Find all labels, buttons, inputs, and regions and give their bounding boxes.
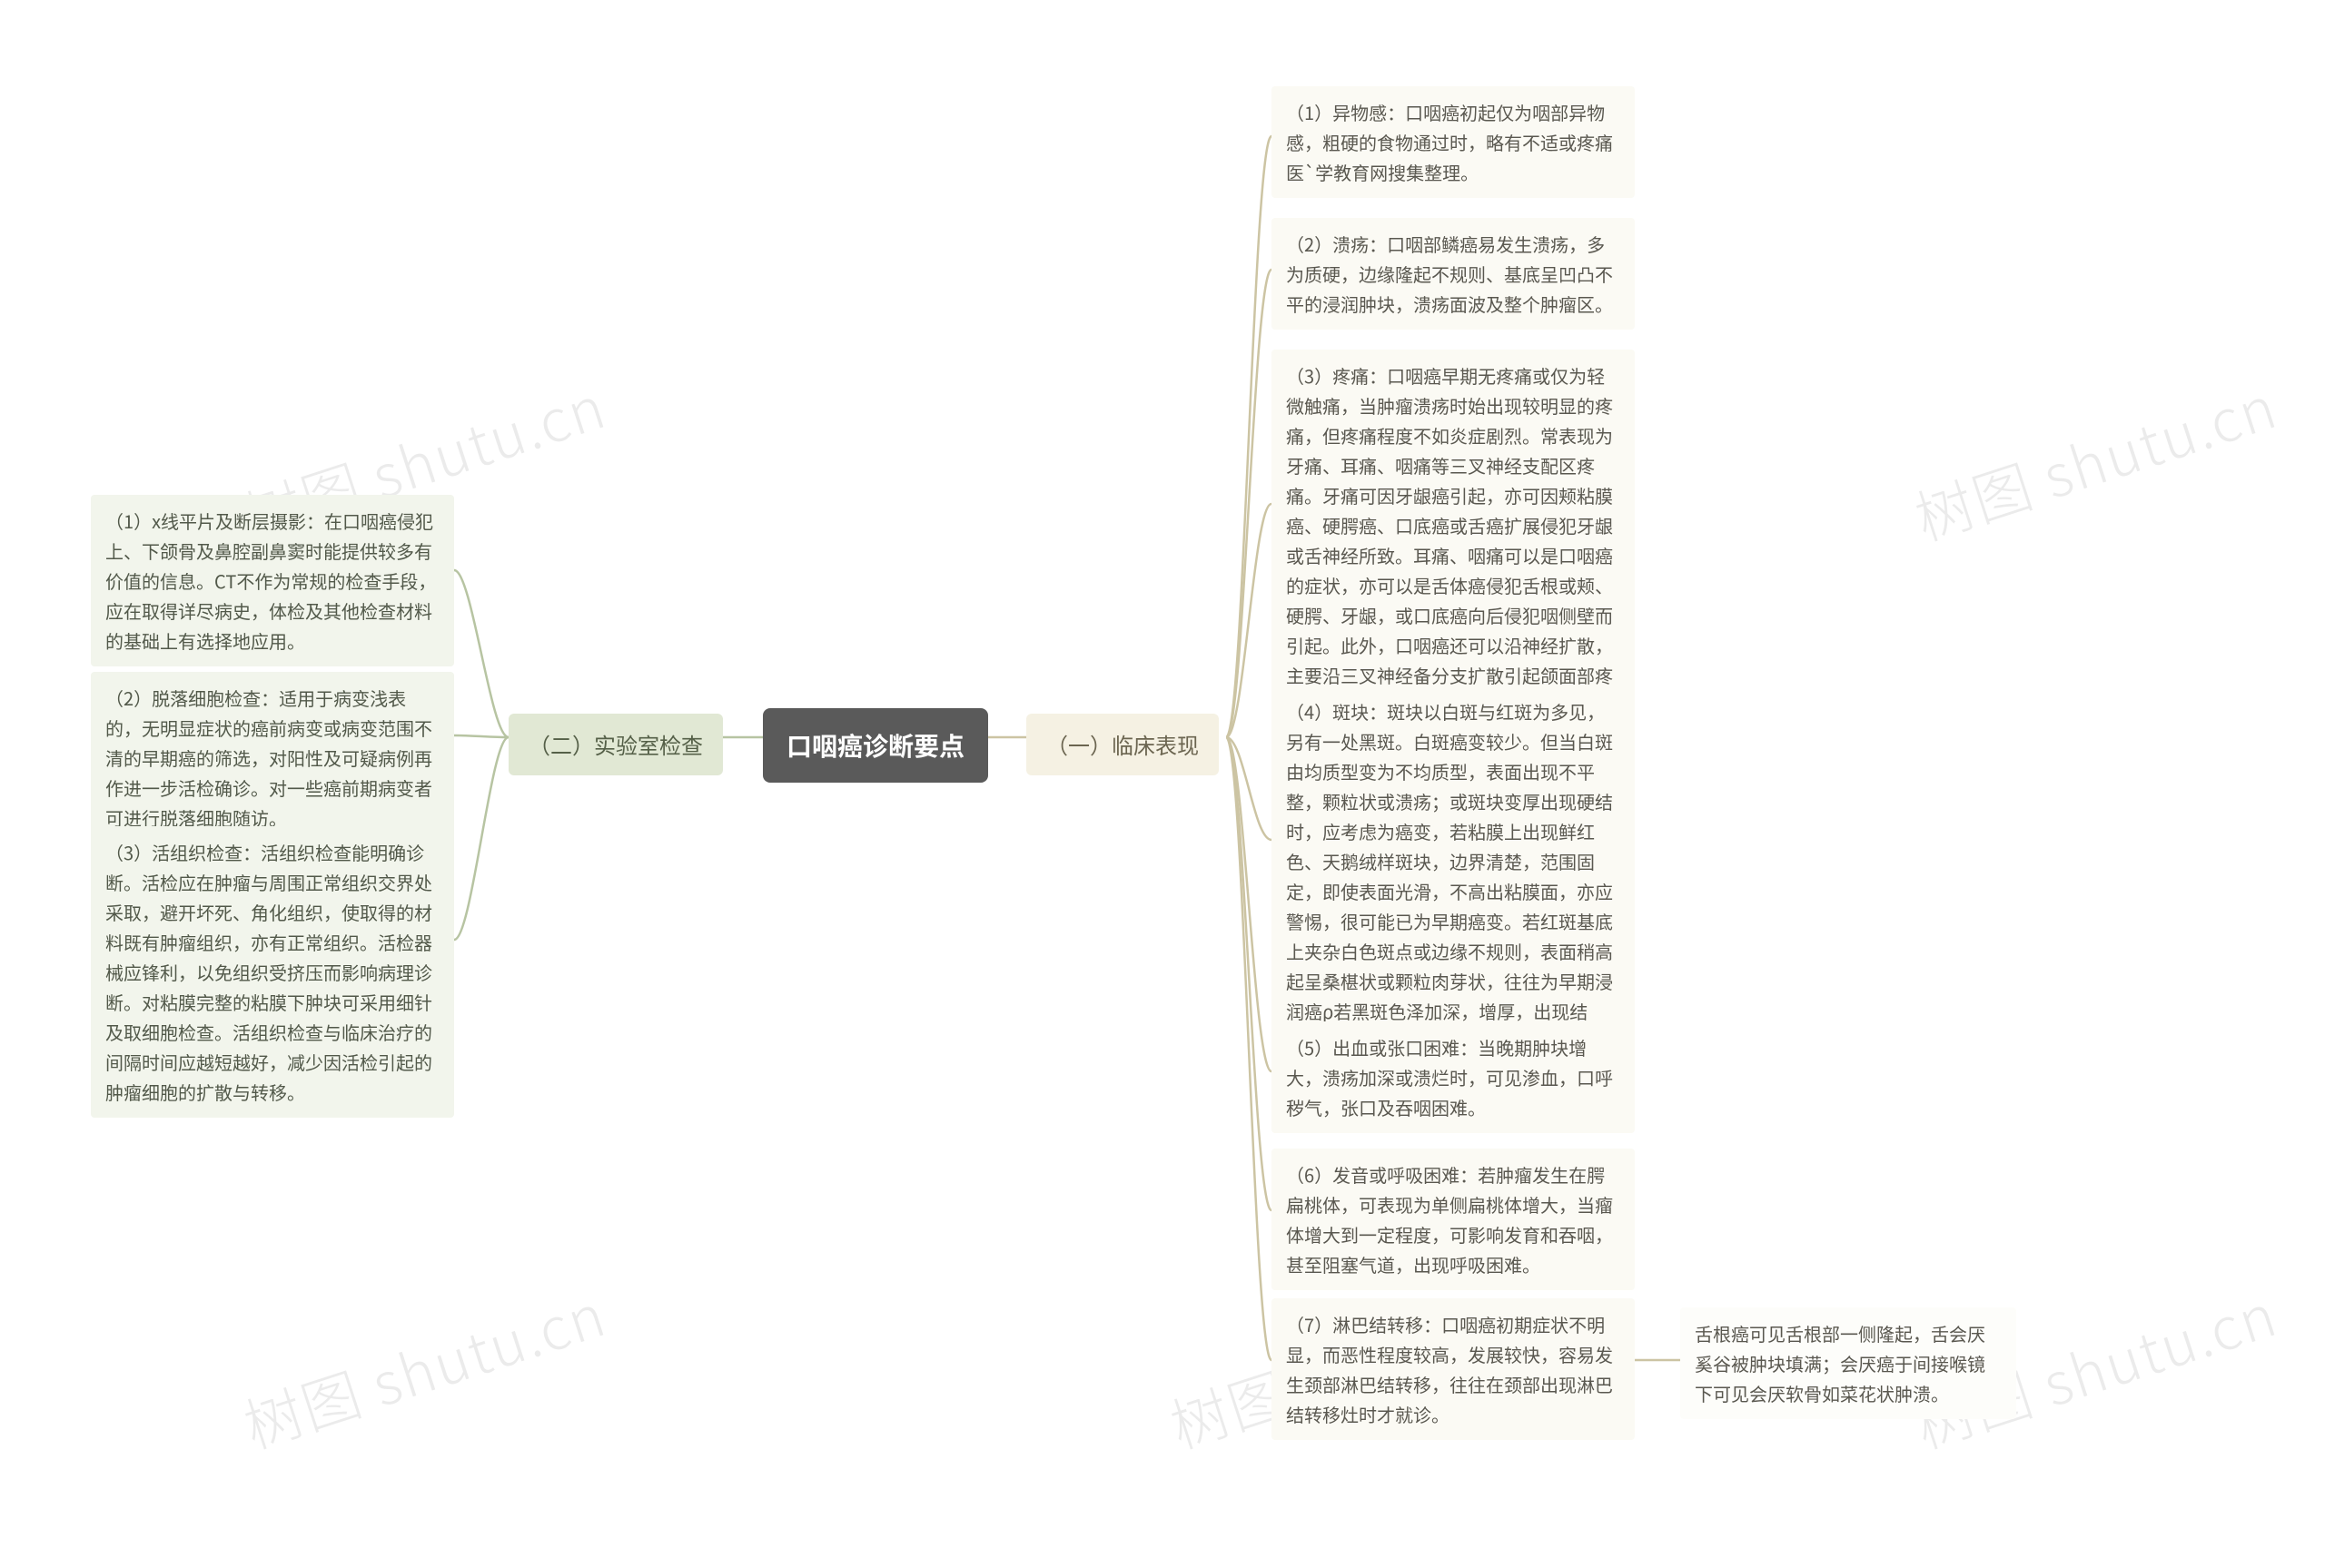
watermark: 树图 shutu.cn — [232, 1269, 616, 1464]
leaf-clinical-6[interactable]: （6）发音或呼吸困难：若肿瘤发生在腭扁桃体，可表现为单侧扁桃体增大，当瘤体增大到… — [1271, 1149, 1635, 1290]
leaf-lab-1[interactable]: （1）x线平片及断层摄影：在口咽癌侵犯上、下颌骨及鼻腔副鼻窦时能提供较多有价值的… — [91, 495, 454, 666]
branch-label: （二）实验室检查 — [529, 728, 703, 760]
leaf-text: （3）活组织检查：活组织检查能明确诊断。活检应在肿瘤与周围正常组织交界处采取，避… — [105, 839, 432, 1105]
leaf-text: （4）斑块：斑块以白斑与红斑为多见，另有一处黑斑。白斑癌变较少。但当白斑由均质型… — [1286, 698, 1613, 1054]
leaf-text: （7）淋巴结转移：口咽癌初期症状不明显，而恶性程度较高，发展较快，容易发生颈部淋… — [1286, 1311, 1613, 1427]
leaf-text: （5）出血或张口困难：当晚期肿块增大，溃疡加深或溃烂时，可见渗血，口呼秽气，张口… — [1286, 1034, 1613, 1120]
branch-clinical[interactable]: （一）临床表现 — [1026, 714, 1219, 775]
leaf-clinical-4[interactable]: （4）斑块：斑块以白斑与红斑为多见，另有一处黑斑。白斑癌变较少。但当白斑由均质型… — [1271, 685, 1635, 1067]
leaf-text: （6）发音或呼吸困难：若肿瘤发生在腭扁桃体，可表现为单侧扁桃体增大，当瘤体增大到… — [1286, 1161, 1613, 1277]
leaf-clinical-1[interactable]: （1）异物感：口咽癌初起仅为咽部异物感，粗硬的食物通过时，略有不适或疼痛医`学教… — [1271, 86, 1635, 198]
leaf-clinical-7[interactable]: （7）淋巴结转移：口咽癌初期症状不明显，而恶性程度较高，发展较快，容易发生颈部淋… — [1271, 1298, 1635, 1440]
leaf-lab-2[interactable]: （2）脱落细胞检查：适用于病变浅表的，无明显症状的癌前病变或病变范围不清的早期癌… — [91, 672, 454, 843]
leaf-clinical-2[interactable]: （2）溃疡：口咽部鳞癌易发生溃疡，多为质硬，边缘隆起不规则、基底呈凹凸不平的浸润… — [1271, 218, 1635, 330]
leaf-text: （2）脱落细胞检查：适用于病变浅表的，无明显症状的癌前病变或病变范围不清的早期癌… — [105, 685, 432, 831]
leaf-text: 舌根癌可见舌根部一侧隆起，舌会厌奚谷被肿块填满；会厌癌于间接喉镜下可见会厌软骨如… — [1695, 1320, 1985, 1406]
leaf-clinical-7-sub[interactable]: 舌根癌可见舌根部一侧隆起，舌会厌奚谷被肿块填满；会厌癌于间接喉镜下可见会厌软骨如… — [1680, 1307, 2016, 1419]
leaf-clinical-5[interactable]: （5）出血或张口困难：当晚期肿块增大，溃疡加深或溃烂时，可见渗血，口呼秽气，张口… — [1271, 1021, 1635, 1133]
mindmap-root[interactable]: 口咽癌诊断要点 — [763, 708, 988, 783]
leaf-text: （2）溃疡：口咽部鳞癌易发生溃疡，多为质硬，边缘隆起不规则、基底呈凹凸不平的浸润… — [1286, 231, 1613, 317]
leaf-lab-3[interactable]: （3）活组织检查：活组织检查能明确诊断。活检应在肿瘤与周围正常组织交界处采取，避… — [91, 826, 454, 1118]
leaf-text: （1）x线平片及断层摄影：在口咽癌侵犯上、下颌骨及鼻腔副鼻窦时能提供较多有价值的… — [105, 508, 436, 654]
watermark: 树图 shutu.cn — [1904, 361, 2287, 557]
branch-lab[interactable]: （二）实验室检查 — [509, 714, 723, 775]
root-label: 口咽癌诊断要点 — [787, 727, 965, 764]
leaf-text: （1）异物感：口咽癌初起仅为咽部异物感，粗硬的食物通过时，略有不适或疼痛医`学教… — [1286, 99, 1613, 185]
branch-label: （一）临床表现 — [1046, 728, 1199, 760]
